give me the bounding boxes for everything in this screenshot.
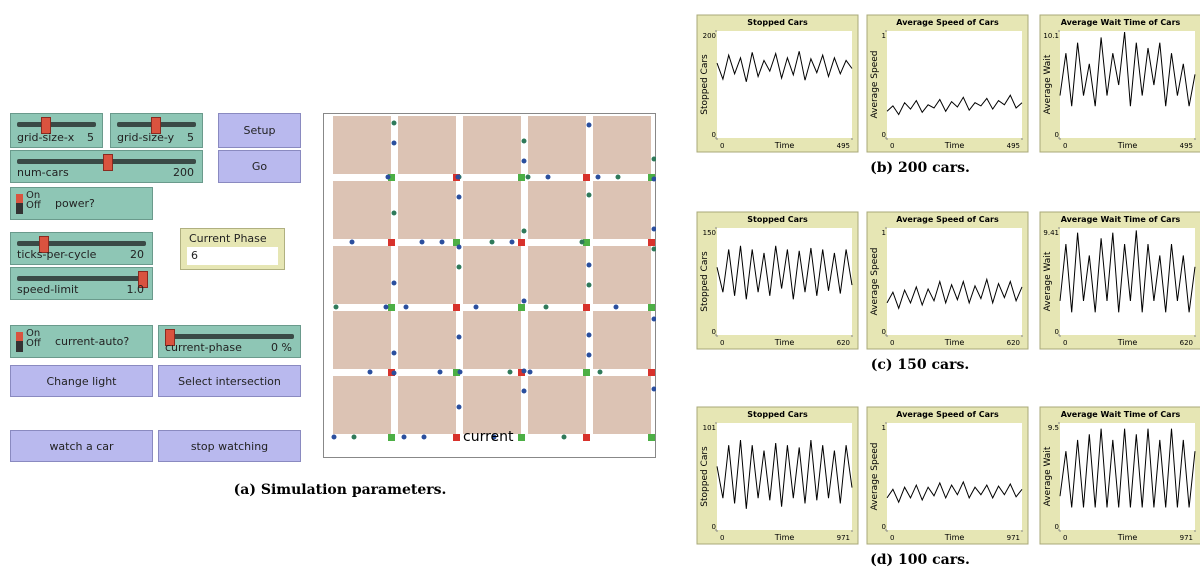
plot-area [887,31,1022,138]
x-axis-label: Time [944,338,965,347]
x-axis-label: Time [774,338,795,347]
y-axis-label: Stopped Cars [700,446,710,507]
y-axis-label: Average Wait [1043,54,1053,114]
plot-title: Average Speed of Cars [896,18,999,27]
y-tick-label: 0 [712,328,716,336]
x-axis-label: Time [944,141,965,150]
plot-title: Average Speed of Cars [896,410,999,419]
plot-title: Average Speed of Cars [896,215,999,224]
plot-area [717,31,852,138]
y-tick-label: 1 [882,32,886,40]
y-tick-label: 9.41 [1043,229,1059,237]
x-tick-label: 0 [720,142,724,150]
x-tick-label: 0 [1063,142,1067,150]
y-tick-label: 0 [882,523,886,531]
x-tick-label: 0 [890,142,894,150]
plot: Stopped Cars Stopped Cars Time 0 101 0 971 [697,407,858,544]
y-tick-label: 0 [1055,523,1059,531]
x-tick-label: 0 [720,534,724,542]
x-tick-label: 0 [1063,534,1067,542]
y-tick-label: 0 [882,328,886,336]
x-tick-label: 495 [1180,142,1193,150]
x-tick-label: 0 [890,339,894,347]
plot-area [1060,228,1195,335]
plot-area [717,228,852,335]
x-tick-label: 0 [1063,339,1067,347]
y-axis-label: Average Speed [870,247,880,315]
x-tick-label: 0 [720,339,724,347]
plot: Average Speed of Cars Average Speed Time 0 1… [867,407,1028,544]
plot: Stopped Cars Stopped Cars Time 0 200 0 495 [697,15,858,152]
x-tick-label: 495 [837,142,850,150]
y-axis-label: Stopped Cars [700,251,710,312]
x-axis-label: Time [774,141,795,150]
plot-area [1060,31,1195,138]
plot-title: Stopped Cars [747,410,808,419]
x-tick-label: 620 [1007,339,1020,347]
x-tick-label: 971 [837,534,850,542]
y-tick-label: 101 [703,424,716,432]
y-tick-label: 1 [882,424,886,432]
y-tick-label: 9.5 [1048,424,1059,432]
plot-title: Average Wait Time of Cars [1061,18,1181,27]
x-tick-label: 0 [890,534,894,542]
y-tick-label: 150 [703,229,716,237]
y-tick-label: 0 [712,523,716,531]
x-tick-label: 971 [1180,534,1193,542]
x-tick-label: 620 [1180,339,1193,347]
y-tick-label: 200 [703,32,716,40]
plots: Stopped CarsStopped CarsTime02000495Aver… [0,0,1200,575]
x-axis-label: Time [1117,141,1138,150]
plot: Stopped Cars Stopped Cars Time 0 150 0 620 [697,212,858,349]
plot-title: Stopped Cars [747,215,808,224]
plot-title: Average Wait Time of Cars [1061,215,1181,224]
plot: Average Speed of Cars Average Speed Time 0 1… [867,15,1028,152]
y-axis-label: Stopped Cars [700,54,710,115]
x-tick-label: 620 [837,339,850,347]
x-axis-label: Time [774,533,795,542]
plot-area [887,228,1022,335]
x-tick-label: 971 [1007,534,1020,542]
y-tick-label: 0 [1055,131,1059,139]
y-tick-label: 0 [712,131,716,139]
y-axis-label: Average Wait [1043,251,1053,311]
y-tick-label: 0 [1055,328,1059,336]
plot-area [887,423,1022,530]
plot: Average Speed of Cars Average Speed Time 0 1… [867,212,1028,349]
x-axis-label: Time [1117,533,1138,542]
y-tick-label: 1 [882,229,886,237]
plot: Average Wait Time of Cars Average Wait Tim… [1040,212,1200,349]
x-axis-label: Time [1117,338,1138,347]
y-tick-label: 0 [882,131,886,139]
x-axis-label: Time [944,533,965,542]
plot-title: Stopped Cars [747,18,808,27]
plot: Average Wait Time of Cars Average Wait Tim… [1040,407,1200,544]
y-tick-label: 10.1 [1043,32,1059,40]
plot: Average Wait Time of Cars Average Wait Tim… [1040,15,1200,152]
y-axis-label: Average Speed [870,50,880,118]
y-axis-label: Average Wait [1043,446,1053,506]
y-axis-label: Average Speed [870,442,880,510]
x-tick-label: 495 [1007,142,1020,150]
plot-title: Average Wait Time of Cars [1061,410,1181,419]
screen: grid-size-x5 grid-size-y5 Setup num-cars… [0,0,1200,575]
